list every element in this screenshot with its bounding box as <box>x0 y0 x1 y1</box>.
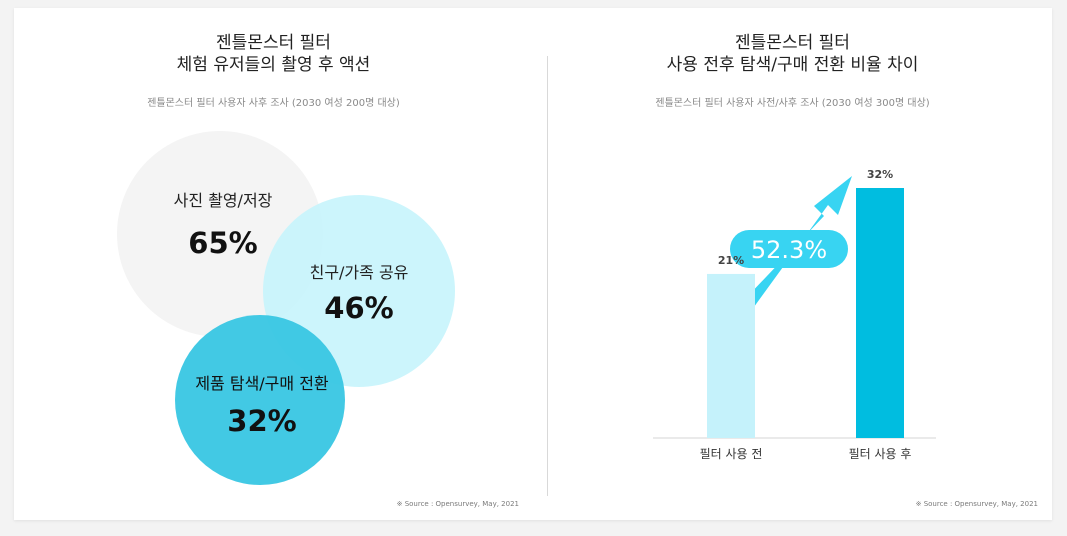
growth-percent-label: 52.3% <box>751 236 827 264</box>
left-source: ※ Source : Opensurvey, May, 2021 <box>396 500 519 508</box>
left-title-line2: 체험 유저들의 촬영 후 액션 <box>176 55 371 75</box>
left-subtitle: 젠틀몬스터 필터 사용자 사후 조사 (2030 여성 200명 대상) <box>147 98 400 109</box>
bar-after <box>856 188 904 438</box>
left-panel: 젠틀몬스터 필터 체험 유저들의 촬영 후 액션 젠틀몬스터 필터 사용자 사후… <box>14 8 533 520</box>
right-title-line1: 젠틀몬스터 필터 <box>735 33 850 53</box>
right-title-line2: 사용 전후 탐색/구매 전환 비율 차이 <box>666 55 919 75</box>
right-panel: 젠틀몬스터 필터 사용 전후 탐색/구매 전환 비율 차이 젠틀몬스터 필터 사… <box>533 8 1052 520</box>
value-photo-save: 65% <box>188 226 257 260</box>
value-label-before: 21% <box>718 254 744 267</box>
label-share: 친구/가족 공유 <box>310 263 409 282</box>
right-subtitle: 젠틀몬스터 필터 사용자 사전/사후 조사 (2030 여성 300명 대상) <box>655 98 930 109</box>
venn-diagram: 사진 촬영/저장 65% 친구/가족 공유 46% 제품 탐색/구매 전환 32… <box>117 131 455 485</box>
bar-chart: 52.3% 21% 32% 필터 사용 전 필터 사용 후 <box>653 168 936 461</box>
value-share: 46% <box>324 291 393 325</box>
growth-arrow: 52.3% <box>727 176 852 329</box>
panel-divider <box>547 56 548 496</box>
label-photo-save: 사진 촬영/저장 <box>174 191 273 210</box>
value-purchase: 32% <box>227 404 296 438</box>
value-label-after: 32% <box>867 168 893 181</box>
label-purchase: 제품 탐색/구매 전환 <box>195 374 329 393</box>
category-label-after: 필터 사용 후 <box>849 447 912 461</box>
left-title-line1: 젠틀몬스터 필터 <box>216 33 331 53</box>
right-source: ※ Source : Opensurvey, May, 2021 <box>915 500 1038 508</box>
circle-purchase <box>175 315 345 485</box>
category-label-before: 필터 사용 전 <box>700 447 763 461</box>
infographic-card: 젠틀몬스터 필터 체험 유저들의 촬영 후 액션 젠틀몬스터 필터 사용자 사후… <box>14 8 1052 520</box>
bar-before <box>707 273 755 438</box>
